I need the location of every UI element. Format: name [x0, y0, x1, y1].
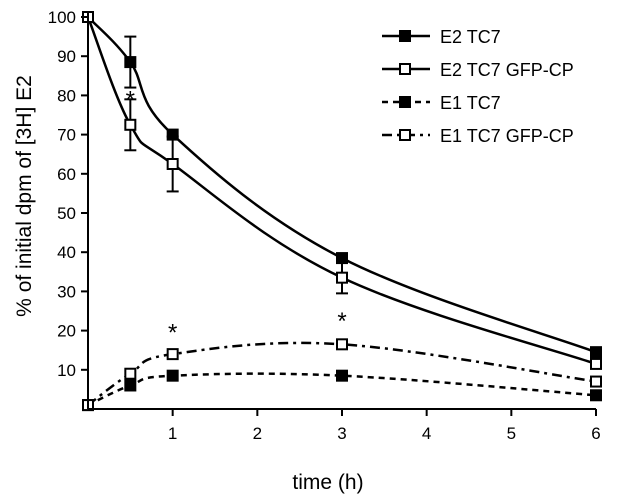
- data-point: [336, 271, 348, 284]
- series-line: [86, 16, 597, 366]
- y-axis-label: % of initial dpm of [3H] E2: [13, 75, 36, 317]
- y-tick-label: 20: [57, 322, 76, 341]
- y-tick-label: 80: [57, 86, 76, 105]
- legend-marker: [399, 63, 411, 75]
- legend-label: E1 TC7: [440, 93, 501, 113]
- data-point: [590, 346, 602, 359]
- y-tick-label: 70: [57, 126, 76, 145]
- data-point: [590, 357, 602, 370]
- legend-marker: [399, 129, 411, 141]
- y-tick-label: 30: [57, 282, 76, 301]
- legend-label: E1 TC7 GFP-CP: [440, 126, 574, 146]
- data-point: [166, 348, 179, 361]
- data-point: [124, 118, 137, 131]
- data-point: [124, 367, 137, 380]
- data-point: [124, 379, 137, 392]
- x-tick-label: 3: [337, 424, 346, 443]
- data-point: [166, 158, 179, 170]
- y-tick-label: 90: [57, 47, 76, 66]
- legend-item-0: E2 TC7: [382, 27, 501, 47]
- y-tick-label: 100: [48, 8, 76, 27]
- x-tick-label: 5: [507, 424, 516, 443]
- data-point: [124, 56, 137, 69]
- data-point: [336, 338, 348, 351]
- legend-marker: [399, 30, 411, 42]
- annotation-asterisk: *: [337, 308, 346, 335]
- legend-item-1: E2 TC7 GFP-CP: [382, 60, 574, 80]
- y-tick-label: 50: [57, 204, 76, 223]
- series-2: [82, 369, 602, 412]
- data-point: [166, 369, 179, 382]
- legend-item-3: E1 TC7 GFP-CP: [382, 126, 574, 146]
- x-tick-label: 4: [422, 424, 431, 443]
- y-tick-label: 60: [57, 165, 76, 184]
- annotation-asterisk: *: [126, 86, 135, 113]
- legend-label: E2 TC7 GFP-CP: [440, 60, 574, 80]
- y-axis: 10 20 30 40 50 60 70 80 90 100: [48, 8, 89, 409]
- x-tick-label: 6: [591, 424, 600, 443]
- legend-item-2: E1 TC7: [382, 93, 501, 113]
- legend-label: E2 TC7: [440, 27, 501, 47]
- y-tick-label: 10: [57, 361, 76, 380]
- annotation-asterisk: *: [168, 320, 177, 347]
- data-point: [590, 389, 602, 402]
- y-tick-label: 40: [57, 243, 76, 262]
- x-axis: 1 2 3 4 5 6: [88, 408, 601, 443]
- legend-marker: [399, 96, 411, 108]
- x-axis-label: time (h): [292, 471, 363, 494]
- x-tick-label: 1: [168, 424, 177, 443]
- data-point: [590, 375, 602, 388]
- data-point: [336, 369, 348, 382]
- x-tick-label: 2: [253, 424, 262, 443]
- legend: E2 TC7 E2 TC7 GFP-CP E1 TC7 E1 TC7 GFP-CP: [382, 27, 574, 146]
